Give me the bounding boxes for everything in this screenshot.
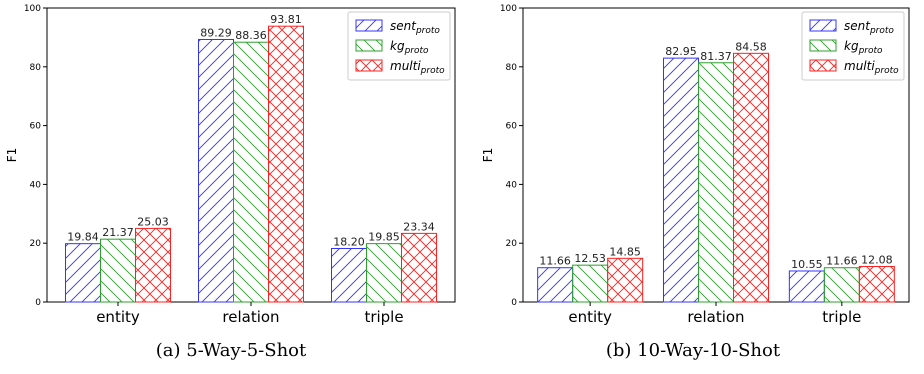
legend-swatch-sent bbox=[809, 19, 837, 32]
bar-sent-relation bbox=[663, 57, 699, 303]
x-tick-label-relation: relation bbox=[687, 308, 744, 326]
bar-multi-relation bbox=[268, 25, 304, 303]
data-label: 89.29 bbox=[200, 26, 232, 39]
legend: sentproto kgproto multiproto bbox=[347, 11, 451, 81]
legend-entry-multi: multiproto bbox=[844, 59, 899, 76]
data-label: 23.34 bbox=[403, 220, 435, 233]
legend-swatch-multi bbox=[809, 59, 837, 72]
bar-kg-triple bbox=[823, 267, 860, 303]
y-tick-label: 100 bbox=[500, 4, 517, 14]
bar-kg-triple bbox=[366, 243, 403, 303]
bar-sent-entity bbox=[537, 267, 574, 303]
data-label: 81.37 bbox=[700, 50, 732, 63]
x-tick-label-triple: triple bbox=[364, 308, 403, 326]
y-tick-label: 0 bbox=[35, 298, 41, 308]
legend-swatch-kg bbox=[809, 39, 837, 52]
legend-swatch-kg bbox=[355, 39, 383, 52]
bar-kg-relation bbox=[698, 62, 734, 303]
y-tick-label: 40 bbox=[506, 180, 518, 190]
bar-multi-relation bbox=[733, 52, 769, 303]
x-tick-label-entity: entity bbox=[96, 308, 140, 326]
y-tick-label: 40 bbox=[30, 180, 42, 190]
data-label: 12.08 bbox=[861, 253, 893, 266]
y-axis-label: F1 bbox=[481, 148, 495, 163]
bar-multi-entity bbox=[607, 257, 644, 303]
bar-multi-entity bbox=[134, 227, 171, 303]
legend-entry-multi: multiproto bbox=[390, 59, 445, 76]
data-label: 18.20 bbox=[333, 235, 365, 248]
bar-sent-triple bbox=[788, 270, 825, 303]
y-tick-label: 20 bbox=[30, 239, 42, 249]
y-tick-label: 80 bbox=[506, 63, 518, 73]
legend: sentproto kgproto multiproto bbox=[801, 11, 905, 81]
data-label: 19.85 bbox=[368, 231, 400, 244]
data-label: 14.85 bbox=[609, 245, 641, 258]
bar-multi-triple bbox=[858, 265, 895, 303]
x-tick-label-entity: entity bbox=[568, 308, 612, 326]
bar-multi-triple bbox=[401, 232, 438, 303]
legend-swatch-sent bbox=[355, 19, 383, 32]
data-label: 10.55 bbox=[791, 258, 823, 271]
data-label: 84.58 bbox=[735, 40, 767, 53]
y-tick-label: 0 bbox=[511, 298, 517, 308]
data-label: 12.53 bbox=[574, 252, 606, 265]
x-tick-label-triple: triple bbox=[822, 308, 861, 326]
caption-b: (b) 10-Way-10-Shot bbox=[605, 340, 781, 361]
bar-kg-entity bbox=[572, 264, 609, 303]
data-label: 11.66 bbox=[826, 255, 858, 268]
data-label: 88.36 bbox=[235, 29, 267, 42]
data-label: 19.84 bbox=[67, 231, 99, 244]
y-tick-label: 80 bbox=[30, 63, 42, 73]
data-label: 82.95 bbox=[665, 45, 697, 58]
x-tick-label-relation: relation bbox=[222, 308, 279, 326]
legend-entry-kg: kgproto bbox=[390, 39, 429, 56]
bar-sent-triple bbox=[331, 247, 368, 303]
data-label: 93.81 bbox=[270, 13, 302, 26]
bar-kg-entity bbox=[99, 238, 136, 303]
legend-entry-sent: sentproto bbox=[390, 19, 440, 36]
data-label: 11.66 bbox=[539, 255, 571, 268]
legend-swatch-multi bbox=[355, 59, 383, 72]
data-label: 21.37 bbox=[102, 226, 134, 239]
y-tick-label: 100 bbox=[24, 4, 41, 14]
y-tick-label: 60 bbox=[30, 122, 42, 132]
y-tick-label: 60 bbox=[506, 122, 518, 132]
bar-sent-relation bbox=[198, 38, 234, 303]
bar-sent-entity bbox=[64, 243, 101, 303]
legend-entry-sent: sentproto bbox=[844, 19, 894, 36]
y-tick-label: 20 bbox=[506, 239, 518, 249]
caption-a: (a) 5-Way-5-Shot bbox=[155, 340, 307, 361]
legend-entry-kg: kgproto bbox=[844, 39, 883, 56]
y-axis-label: F1 bbox=[5, 148, 19, 163]
bar-kg-relation bbox=[233, 41, 269, 303]
data-label: 25.03 bbox=[137, 215, 169, 228]
